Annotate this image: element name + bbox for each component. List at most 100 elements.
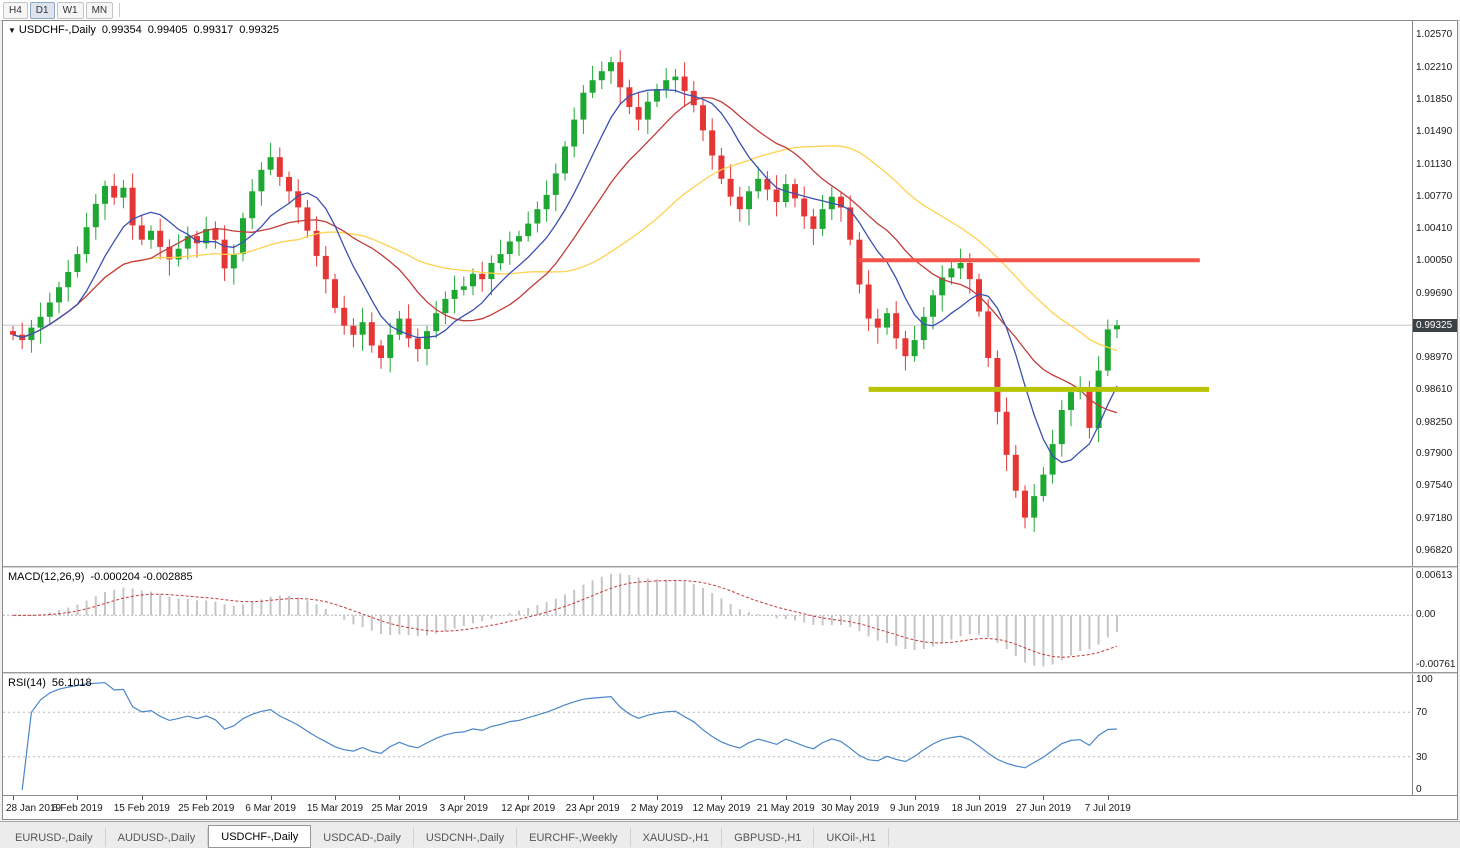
price-tick-label: 1.00770: [1416, 191, 1452, 202]
time-tick-label: 7 Jul 2019: [1085, 803, 1131, 814]
time-tick: [1108, 796, 1109, 800]
symbol-period-label: USDCHF-,Daily: [19, 24, 96, 36]
time-tick-label: 3 Apr 2019: [440, 803, 488, 814]
quote-low: 0.99317: [193, 24, 233, 36]
chart-header: ▼USDCHF-,Daily 0.99354 0.99405 0.99317 0.993…: [8, 24, 285, 36]
chart-tab-audusd-daily[interactable]: AUDUSD-,Daily: [106, 828, 209, 847]
macd-axis: 0.00613 0.00 -0.00761: [1412, 568, 1457, 672]
rsi-tick-label: 30: [1416, 752, 1427, 763]
time-tick: [850, 796, 851, 800]
time-tick: [915, 796, 916, 800]
macd-tick-label: -0.00761: [1416, 659, 1455, 670]
rsi-value: 56.1018: [52, 677, 92, 689]
time-tick: [1043, 796, 1044, 800]
periodicity-toolbar: H4D1W1MN: [0, 0, 1460, 21]
time-tick: [464, 796, 465, 800]
time-tick-label: 25 Mar 2019: [371, 803, 427, 814]
rsi-canvas[interactable]: [3, 674, 1412, 795]
time-tick-label: 30 May 2019: [821, 803, 879, 814]
time-tick-label: 15 Mar 2019: [307, 803, 363, 814]
price-tick-label: 1.01130: [1416, 159, 1451, 170]
macd-pane: MACD(12,26,9) -0.000204 -0.002885 0.00613…: [3, 568, 1457, 672]
time-tick: [721, 796, 722, 800]
chart-tab-usdchf-daily[interactable]: USDCHF-,Daily: [208, 825, 311, 848]
collapse-triangle-icon[interactable]: ▼: [8, 26, 16, 35]
rsi-header: RSI(14) 56.1018: [8, 677, 98, 689]
time-tick: [593, 796, 594, 800]
time-tick-label: 9 Jun 2019: [890, 803, 940, 814]
macd-tick-label: 0.00613: [1416, 570, 1452, 581]
rsi-name: RSI(14): [8, 677, 46, 689]
price-tick-label: 1.01850: [1416, 94, 1452, 105]
chart-window: ▼USDCHF-,Daily 0.99354 0.99405 0.99317 0.993…: [2, 20, 1458, 820]
macd-canvas[interactable]: [3, 568, 1412, 672]
chart-tab-eurchf-weekly[interactable]: EURCHF-,Weekly: [517, 828, 630, 847]
toolbar-separator: [119, 3, 120, 17]
time-tick: [657, 796, 658, 800]
price-tick-label: 0.97180: [1416, 513, 1452, 524]
price-tick-label: 0.97540: [1416, 480, 1452, 491]
price-tick-label: 0.98610: [1416, 384, 1452, 395]
time-tick-label: 2 May 2019: [631, 803, 683, 814]
time-axis[interactable]: 28 Jan 20196 Feb 201915 Feb 201925 Feb 2…: [3, 795, 1457, 819]
timeframe-button-mn[interactable]: MN: [86, 2, 114, 19]
price-tick-label: 1.01490: [1416, 126, 1452, 137]
time-tick: [786, 796, 787, 800]
timeframe-button-d1[interactable]: D1: [30, 2, 55, 19]
time-tick: [271, 796, 272, 800]
macd-values: -0.000204 -0.002885: [90, 571, 192, 583]
timeframe-button-w1[interactable]: W1: [57, 2, 84, 19]
time-tick: [528, 796, 529, 800]
time-tick-label: 27 Jun 2019: [1016, 803, 1071, 814]
chart-tab-gbpusd-h1[interactable]: GBPUSD-,H1: [722, 828, 814, 847]
price-chart-canvas[interactable]: [3, 21, 1412, 566]
time-tick-label: 12 May 2019: [692, 803, 750, 814]
price-tick-label: 0.96820: [1416, 545, 1452, 556]
time-tick: [77, 796, 78, 800]
time-tick-label: 15 Feb 2019: [114, 803, 170, 814]
time-tick-label: 23 Apr 2019: [566, 803, 620, 814]
current-price-badge: 0.99325: [1413, 319, 1457, 332]
chart-tab-usdcnh-daily[interactable]: USDCNH-,Daily: [414, 828, 517, 847]
rsi-tick-label: 0: [1416, 784, 1422, 795]
price-tick-label: 0.98250: [1416, 417, 1452, 428]
quote-high: 0.99405: [148, 24, 188, 36]
terminal-window: H4D1W1MN ▼USDCHF-,Daily0.993540.994050.9…: [0, 0, 1460, 848]
price-tick-label: 1.00050: [1416, 255, 1452, 266]
chart-tab-usdcad-daily[interactable]: USDCAD-,Daily: [311, 828, 414, 847]
chart-tab-bar: EURUSD-,DailyAUDUSD-,DailyUSDCHF-,DailyU…: [0, 821, 1460, 848]
time-tick-label: 25 Feb 2019: [178, 803, 234, 814]
time-tick-label: 6 Feb 2019: [52, 803, 103, 814]
time-tick: [399, 796, 400, 800]
price-tick-label: 1.02570: [1416, 29, 1452, 40]
time-tick: [142, 796, 143, 800]
chart-tab-xauusd-h1[interactable]: XAUUSD-,H1: [631, 828, 723, 847]
time-tick: [979, 796, 980, 800]
time-tick-label: 21 May 2019: [757, 803, 815, 814]
rsi-tick-label: 70: [1416, 707, 1427, 718]
quote-open: 0.99354: [102, 24, 142, 36]
price-tick-label: 1.02210: [1416, 62, 1452, 73]
price-tick-label: 0.98970: [1416, 352, 1452, 363]
quote-close: 0.99325: [239, 24, 279, 36]
time-tick: [335, 796, 336, 800]
price-tick-label: 0.99690: [1416, 288, 1452, 299]
price-tick-label: 0.97900: [1416, 448, 1452, 459]
macd-tick-label: 0.00: [1416, 609, 1435, 620]
time-tick: [206, 796, 207, 800]
timeframe-button-h4[interactable]: H4: [3, 2, 28, 19]
rsi-axis: 100 70 30 0: [1412, 674, 1457, 795]
rsi-pane: RSI(14) 56.1018 100 70 30 0: [3, 674, 1457, 795]
chart-tab-ukoil-h1[interactable]: UKOil-,H1: [814, 828, 889, 847]
time-tick-label: 6 Mar 2019: [245, 803, 296, 814]
time-tick-label: 12 Apr 2019: [501, 803, 555, 814]
price-axis[interactable]: 1.02570 1.02210 1.01850 1.01490 1.01130 1.007…: [1412, 21, 1457, 566]
time-tick-label: 18 Jun 2019: [951, 803, 1006, 814]
price-tick-label: 1.00410: [1416, 223, 1452, 234]
time-tick: [13, 796, 14, 800]
rsi-tick-label: 100: [1416, 674, 1433, 685]
macd-header: MACD(12,26,9) -0.000204 -0.002885: [8, 571, 199, 583]
macd-name: MACD(12,26,9): [8, 571, 84, 583]
price-pane: ▼USDCHF-,Daily 0.99354 0.99405 0.99317 0.993…: [3, 21, 1457, 566]
chart-tab-eurusd-daily[interactable]: EURUSD-,Daily: [3, 828, 106, 847]
